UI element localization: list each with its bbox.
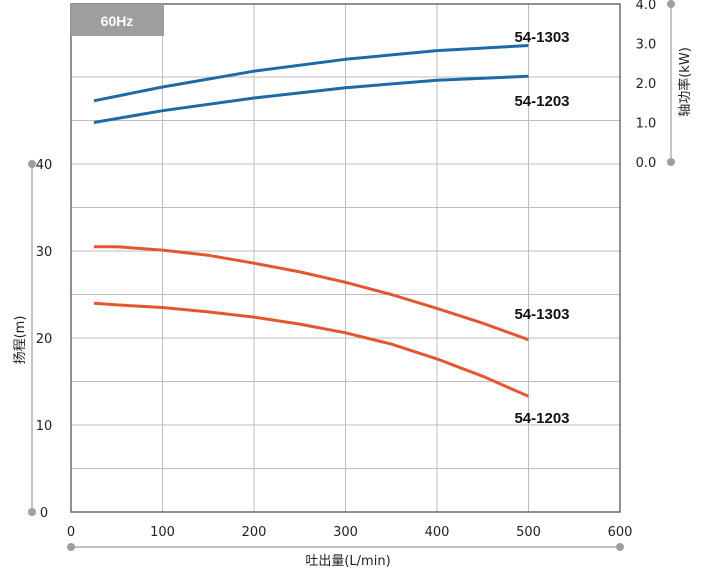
y-right-tick-label: 1.0 (636, 117, 657, 132)
y-right-tick-label: 3.0 (636, 38, 657, 53)
plot-border (70, 3, 621, 513)
head-lines (93, 245, 530, 398)
bottom-axis-end-dot (616, 543, 624, 551)
y-left-tick-label: 40 (36, 158, 53, 173)
bottom-axis-end-dot (67, 543, 75, 551)
power-lines (93, 44, 529, 124)
y-left-tick-label: 20 (36, 332, 53, 347)
power-curve-54-1303 (93, 44, 529, 103)
y-left-title: 扬程(m) (13, 316, 28, 365)
left-axis-end-dot (28, 160, 36, 168)
right-axis-end-dot (667, 158, 675, 166)
x-tick-label: 0 (67, 525, 75, 540)
plot-frame (70, 3, 621, 513)
power-curve-54-1203 (93, 74, 529, 124)
badge-box (71, 4, 164, 36)
left-axis-end-dot (28, 508, 36, 516)
x-tick-label: 100 (150, 525, 175, 540)
y-left-tick-label: 10 (36, 419, 53, 434)
y-left-tick-label: 30 (36, 245, 53, 260)
y-right-tick-label: 4.0 (636, 0, 657, 13)
bottom-axis: 0 100 200 300 400 500 600 (67, 525, 633, 551)
y-right-tick-label: 2.0 (636, 77, 657, 92)
y-left-tick-label: 0 (40, 506, 48, 521)
x-tick-label: 300 (333, 525, 358, 540)
badge-label: 60Hz (101, 13, 134, 29)
right-axis-end-dot (667, 0, 675, 8)
badge: 60Hz (71, 4, 164, 36)
left-axis: 0 10 20 30 40 (28, 158, 52, 521)
power-label-54-1303: 54-1303 (514, 29, 569, 46)
head-label-54-1203: 54-1203 (514, 410, 569, 427)
power-label-54-1203: 54-1203 (514, 93, 569, 110)
x-tick-label: 600 (608, 525, 633, 540)
head-curve-54-1303 (93, 245, 530, 342)
right-axis: 0.0 1.0 2.0 3.0 4.0 (636, 0, 675, 171)
grid (70, 4, 621, 512)
head-series-labels: 54-1303 54-1203 (514, 306, 569, 427)
x-tick-label: 400 (425, 525, 450, 540)
head-curve-54-1203 (93, 301, 530, 398)
y-right-title: 轴功率(kW) (677, 47, 693, 117)
head-label-54-1303: 54-1303 (514, 306, 569, 323)
x-tick-label: 500 (516, 525, 541, 540)
y-right-tick-label: 0.0 (636, 156, 657, 171)
x-title: 吐出量(L/min) (305, 554, 390, 569)
x-tick-label: 200 (242, 525, 267, 540)
power-series-labels: 54-1303 54-1203 (514, 29, 569, 110)
